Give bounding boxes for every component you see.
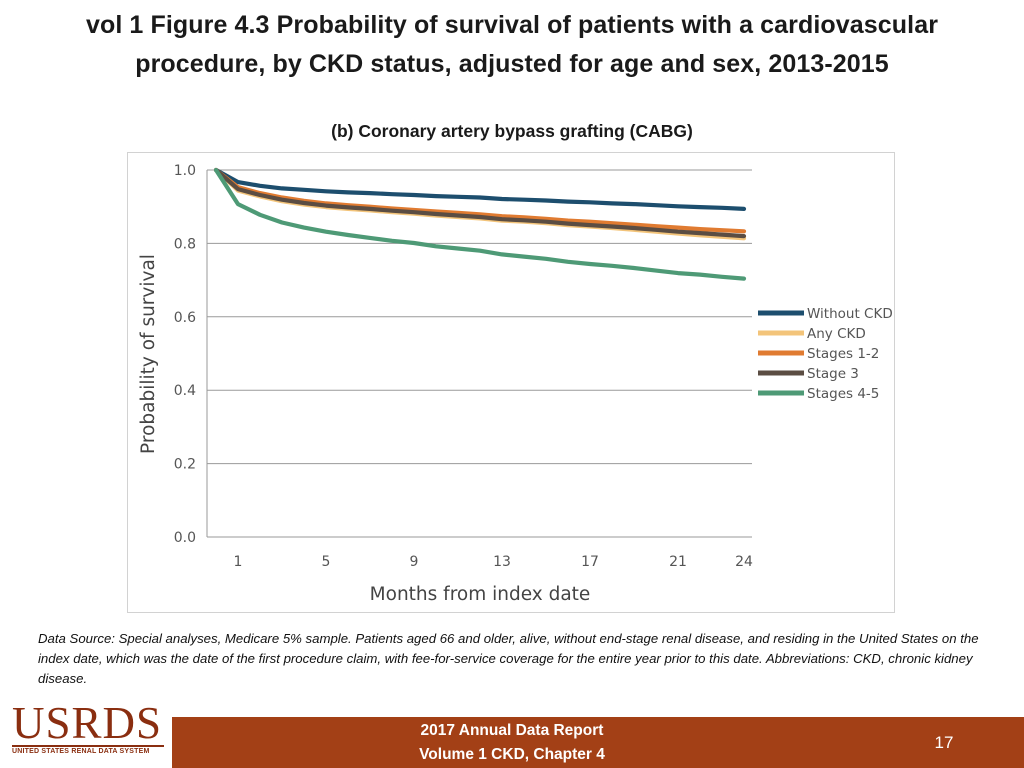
chart-title: (b) Coronary artery bypass grafting (CAB… [331,121,693,141]
logo-divider [12,745,164,747]
legend-swatch-stages-4-5 [758,390,804,396]
x-tick-label-5: 21 [669,554,687,570]
footer-report-line2: Volume 1 CKD, Chapter 4 [419,746,605,763]
footer-report-line1: 2017 Annual Data Report [420,722,604,739]
axes: 0.0 0.2 0.4 0.6 0.8 1.0 1 5 9 13 17 21 24 [174,163,753,570]
legend-label-stages-1-2: Stages 1-2 [807,346,879,362]
y-tick-label-3: 0.6 [174,310,196,326]
legend-swatch-any-ckd [758,330,804,336]
y-tick-label-0: 0.0 [174,530,196,546]
series-line-without-ckd [213,167,747,211]
y-tick-label-2: 0.4 [174,383,196,399]
usrds-logo-text: USRDS [12,698,163,748]
slide-title: vol 1 Figure 4.3 Probability of survival… [20,6,1004,84]
series-line-stage-3 [213,167,747,239]
y-tick-label-1: 0.2 [174,457,196,473]
legend-label-any-ckd: Any CKD [807,326,866,342]
x-tick-label-3: 13 [493,554,511,570]
slide-title-line1: vol 1 Figure 4.3 Probability of survival… [85,11,939,39]
x-tick-label-1: 5 [322,554,331,570]
usrds-logo-tagline: UNITED STATES RENAL DATA SYSTEM [12,748,150,755]
legend-label-stages-4-5: Stages 4-5 [807,386,879,402]
x-axis-label: Months from index date [370,584,591,605]
legend-swatch-without-ckd [758,310,804,316]
legend: Without CKD Any CKD Stages 1-2 Stage 3 Stage… [758,306,893,402]
y-tick-label-5: 1.0 [174,163,196,179]
x-tick-label-4: 17 [581,554,599,570]
x-tick-label-6: 24 [735,554,753,570]
footer-report-info: 2017 Annual Data Report Volume 1 CKD, Ch… [312,719,712,767]
data-source-footnote: Data Source: Special analyses, Medicare … [38,631,979,686]
y-axis-label: Probability of survival [138,254,159,454]
legend-swatch-stage-3 [758,370,804,376]
series-line-stages-1-2 [213,167,747,234]
usrds-logo [0,700,172,768]
x-tick-label-2: 9 [410,554,419,570]
series-lines [213,167,747,281]
legend-label-stage-3: Stage 3 [807,366,859,382]
slide-title-line2: procedure, by CKD status, adjusted for a… [135,50,889,78]
series-line-stages-4-5 [213,167,747,281]
legend-swatch-stages-1-2 [758,350,804,356]
page-number: 17 [934,733,954,752]
y-tick-label-4: 0.8 [174,236,196,252]
legend-label-without-ckd: Without CKD [807,306,893,322]
grid-lines [207,169,752,538]
chart-frame [127,152,895,613]
x-tick-label-0: 1 [234,554,243,570]
